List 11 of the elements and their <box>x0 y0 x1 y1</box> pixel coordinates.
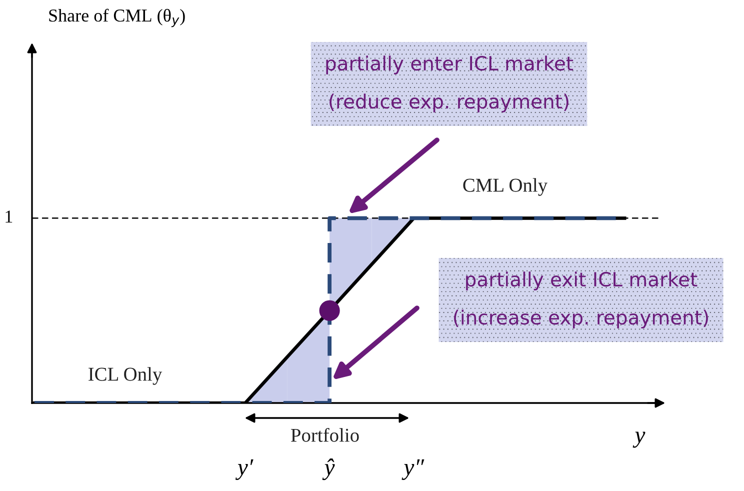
x-tick-label: y′ <box>235 459 254 480</box>
text: Portfolio <box>290 428 359 442</box>
x-axis-title: y <box>632 432 646 448</box>
x-tick-label: y″ <box>402 459 424 480</box>
ref-line-label: 1 <box>6 210 12 223</box>
text: Share of CML (θ$_{y}$) <box>49 8 185 28</box>
x-tick-label: ŷ <box>322 458 335 480</box>
annotation: ICL Only <box>88 367 162 385</box>
annotation: partially exit ICL market (increase exp. repayment) <box>454 272 708 328</box>
text: CML Only <box>463 178 548 196</box>
text: partially enter ICL market (reduce exp. repayment) <box>326 56 574 112</box>
